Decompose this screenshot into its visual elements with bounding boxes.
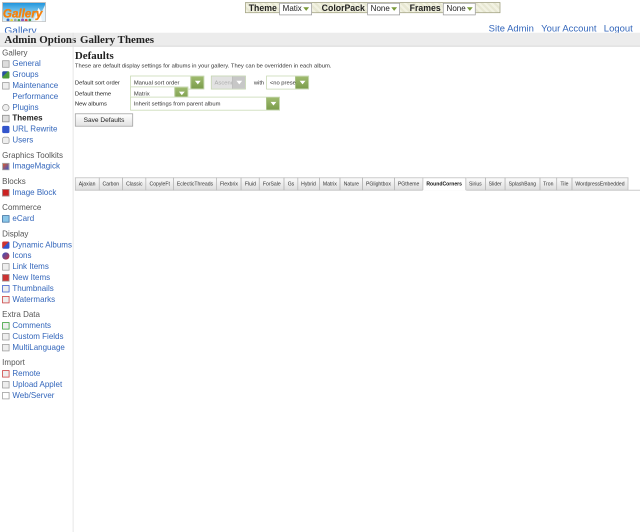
svg-text:Gallery: Gallery [3, 7, 43, 20]
